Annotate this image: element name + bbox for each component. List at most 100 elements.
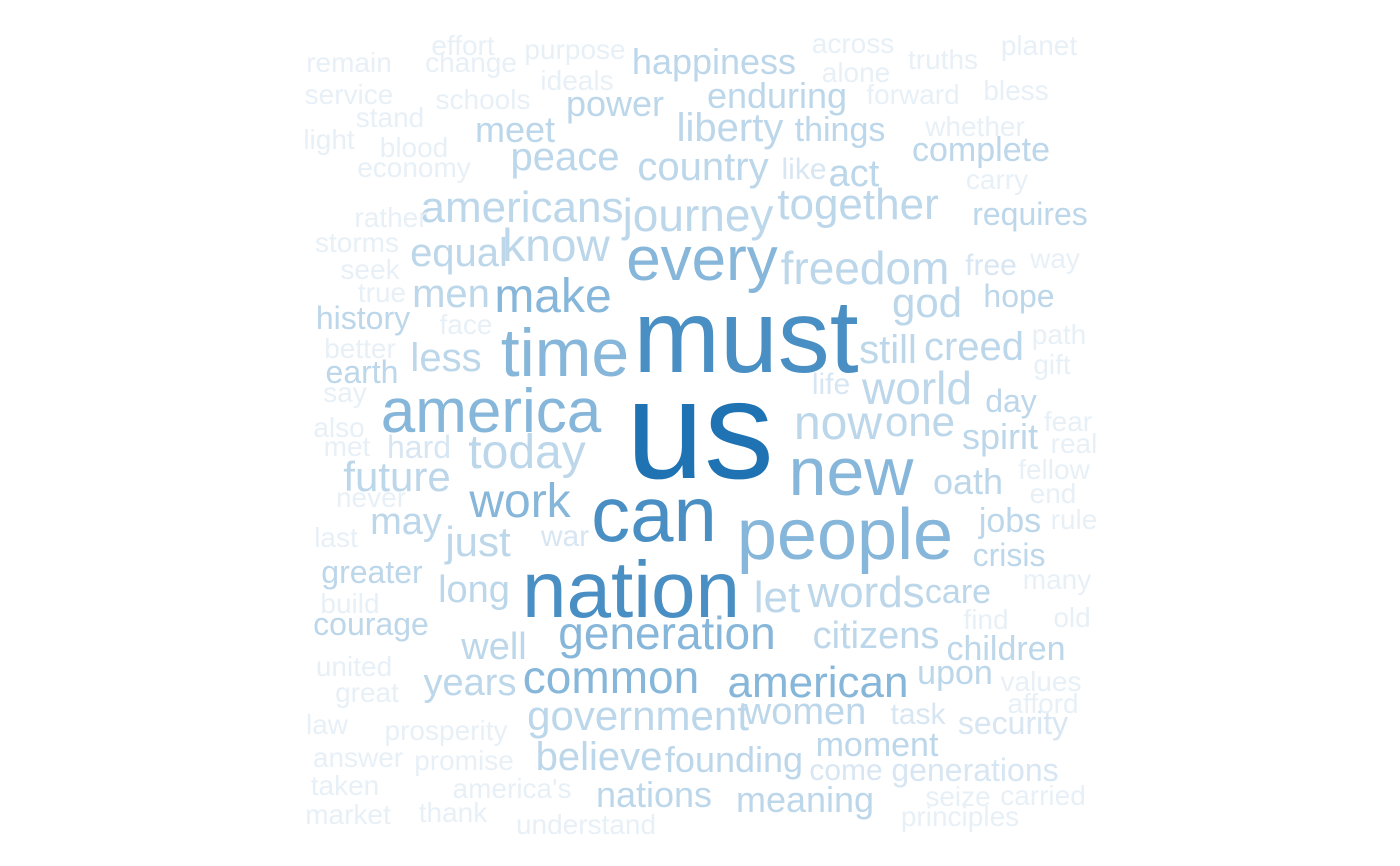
word-prosperity: prosperity [384, 715, 508, 746]
word-children: children [946, 630, 1066, 668]
word-just: just [445, 518, 511, 565]
word-requires: requires [972, 196, 1088, 232]
word-work: work [469, 475, 571, 528]
word-happiness: happiness [631, 41, 797, 82]
word-task: task [890, 698, 946, 731]
word-principles: principles [900, 801, 1020, 832]
word-build: build [320, 588, 380, 619]
word-world: world [862, 362, 972, 414]
word-citizens: citizens [812, 615, 940, 657]
word-face: face [439, 309, 493, 340]
word-bless: bless [983, 75, 1049, 106]
word-thank: thank [418, 797, 488, 828]
word-earth: earth [325, 354, 399, 390]
word-act: act [828, 153, 880, 195]
word-journey: journey [622, 189, 774, 241]
word-let: let [753, 573, 801, 622]
word-men: men [412, 272, 490, 316]
word-blood: blood [379, 132, 449, 163]
word-law: law [305, 709, 349, 740]
word-forward: forward [866, 79, 960, 110]
word-can: can [591, 470, 717, 558]
word-time: time [500, 315, 630, 391]
word-better: better [324, 333, 396, 364]
word-rather: rather [354, 202, 428, 233]
word-also: also [313, 412, 365, 443]
word-change: change [425, 47, 517, 78]
word-promise: promise [414, 745, 514, 776]
word-new: new [788, 434, 914, 510]
word-americans: americans [420, 183, 624, 232]
word-hope: hope [983, 278, 1055, 314]
word-us: us [626, 351, 774, 508]
word-america-s: america's [452, 773, 572, 804]
word-liberty: liberty [676, 106, 784, 150]
word-long: long [438, 569, 510, 611]
word-whether: whether [925, 111, 1025, 142]
word-carried: carried [1000, 780, 1086, 811]
word-true: true [357, 277, 407, 308]
word-spirit: spirit [961, 416, 1039, 457]
word-well: well [461, 626, 527, 668]
word-effort: effort [431, 30, 495, 61]
word-day: day [985, 383, 1037, 419]
word-remain: remain [306, 47, 392, 78]
word-path: path [1031, 319, 1087, 350]
word-words: words [807, 568, 925, 617]
word-last: last [314, 522, 358, 553]
word-together: together [777, 180, 939, 229]
word-carry: carry [965, 164, 1029, 195]
word-storms: storms [315, 227, 399, 258]
word-enduring: enduring [706, 75, 848, 116]
word-history: history [315, 300, 411, 336]
word-people: people [736, 495, 954, 575]
word-rule: rule [1050, 504, 1098, 535]
word-stand: stand [355, 102, 425, 133]
word-american: american [727, 658, 909, 707]
word-find: find [963, 604, 1009, 635]
word-government: government [527, 692, 749, 739]
word-must: must [633, 279, 859, 395]
word-purpose: purpose [524, 34, 626, 65]
word-war: war [540, 520, 590, 553]
word-now: now [793, 397, 883, 450]
word-nations: nations [595, 774, 713, 815]
word-like: like [781, 153, 827, 186]
word-never: never [335, 482, 407, 513]
word-equal: equal [410, 231, 508, 275]
word-real: real [1050, 428, 1098, 459]
word-life: life [811, 368, 851, 401]
word-come: come [809, 754, 883, 787]
word-country: country [637, 145, 769, 189]
word-seek: seek [340, 254, 400, 285]
word-oath: oath [932, 461, 1004, 502]
word-things: things [794, 111, 886, 149]
word-crisis: crisis [972, 537, 1046, 573]
word-end: end [1029, 478, 1077, 509]
word-founding: founding [664, 739, 804, 780]
word-common: common [522, 651, 700, 703]
word-upon: upon [917, 654, 993, 692]
word-meaning: meaning [735, 779, 875, 820]
word-free: free [965, 249, 1017, 282]
word-truths: truths [907, 44, 979, 75]
word-gift: gift [1033, 349, 1071, 380]
word-peace: peace [510, 135, 620, 179]
word-know: know [502, 219, 610, 271]
word-nation: nation [522, 545, 740, 634]
word-may: may [370, 501, 442, 543]
word-god: god [891, 279, 963, 326]
word-values: values [1000, 666, 1082, 697]
word-jobs: jobs [978, 502, 1042, 540]
word-hard: hard [386, 429, 452, 465]
word-many: many [1022, 564, 1092, 595]
word-freedom: freedom [780, 242, 950, 294]
word-service: service [304, 79, 394, 110]
word-taken: taken [310, 770, 380, 801]
word-meet: meet [474, 109, 556, 150]
word-greater: greater [321, 554, 423, 590]
word-every: every [626, 225, 778, 294]
word-one: one [884, 398, 956, 445]
word-courage: courage [313, 606, 429, 642]
